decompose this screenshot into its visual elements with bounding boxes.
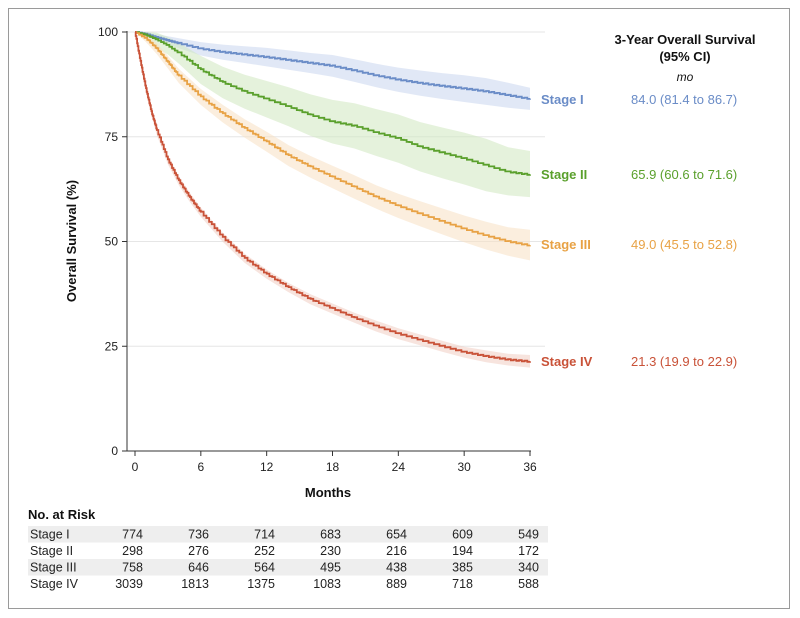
risk-value-stage-ii-24: 216 [386, 544, 407, 558]
risk-value-stage-iii-24: 438 [386, 561, 407, 575]
risk-row-label-stage-ii: Stage II [30, 544, 73, 558]
risk-row-label-stage-iii: Stage III [30, 561, 77, 575]
y-tick-label-0: 0 [111, 444, 118, 458]
survival-curves [134, 31, 531, 363]
risk-value-stage-iii-0: 758 [122, 561, 143, 575]
risk-value-stage-ii-30: 194 [452, 544, 473, 558]
risk-value-stage-ii-12: 252 [254, 544, 275, 558]
risk-value-stage-i-0: 774 [122, 528, 143, 542]
summary-stage-i: 84.0 (81.4 to 86.7) [631, 92, 737, 107]
risk-value-stage-i-24: 654 [386, 528, 407, 542]
summary-stage-ii: 65.9 (60.6 to 71.6) [631, 167, 737, 182]
x-tick-label-30: 30 [457, 460, 471, 474]
risk-value-stage-iii-30: 385 [452, 561, 473, 575]
label-stage-iii: Stage III [541, 237, 591, 252]
ci-band-stage-i [135, 32, 530, 110]
risk-value-stage-iv-6: 1813 [181, 577, 209, 591]
risk-row-label-stage-iv: Stage IV [30, 577, 79, 591]
curve-stage-iii [135, 31, 531, 247]
label-stage-ii: Stage II [541, 167, 587, 182]
label-stage-iv: Stage IV [541, 354, 593, 369]
risk-value-stage-ii-36: 172 [518, 544, 539, 558]
risk-row-label-stage-i: Stage I [30, 528, 70, 542]
risk-value-stage-iv-36: 588 [518, 577, 539, 591]
summary-stage-iv: 21.3 (19.9 to 22.9) [631, 354, 737, 369]
y-tick-label-75: 75 [105, 130, 119, 144]
x-tick-label-24: 24 [392, 460, 406, 474]
risk-value-stage-iii-12: 564 [254, 561, 275, 575]
series-labels: Stage I 84.0 (81.4 to 86.7) Stage II 65.9 (… [541, 92, 737, 369]
y-tick-label-25: 25 [105, 339, 119, 353]
x-tick-label-12: 12 [260, 460, 274, 474]
risk-value-stage-iii-18: 495 [320, 561, 341, 575]
y-tick-label-100: 100 [98, 25, 118, 39]
curve-stage-iv [134, 31, 531, 363]
risk-value-stage-iv-0: 3039 [115, 577, 143, 591]
risk-value-stage-iv-18: 1083 [313, 577, 341, 591]
risk-value-stage-iv-12: 1375 [247, 577, 275, 591]
risk-value-stage-iv-30: 718 [452, 577, 473, 591]
x-tick-label-18: 18 [326, 460, 340, 474]
risk-value-stage-i-6: 736 [188, 528, 209, 542]
risk-value-stage-ii-6: 276 [188, 544, 209, 558]
risk-value-stage-i-30: 609 [452, 528, 473, 542]
label-stage-i: Stage I [541, 92, 584, 107]
risk-value-stage-iv-24: 889 [386, 577, 407, 591]
summary-header: 3-Year Overall Survival (95% CI) mo [615, 32, 756, 84]
risk-value-stage-ii-0: 298 [122, 544, 143, 558]
y-axis-title: Overall Survival (%) [64, 180, 79, 302]
ci-band-stage-ii [135, 32, 530, 198]
risk-value-stage-i-18: 683 [320, 528, 341, 542]
y-tick-label-50: 50 [105, 235, 119, 249]
x-tick-label-36: 36 [523, 460, 537, 474]
x-tick-label-0: 0 [132, 460, 139, 474]
figure-frame [8, 8, 790, 609]
x-axis-title: Months [305, 485, 351, 500]
risk-value-stage-iii-36: 340 [518, 561, 539, 575]
risk-table: No. at Risk Stage I 774 736 714 683 654 609 549… [28, 507, 548, 591]
summary-title-line1: 3-Year Overall Survival [615, 32, 756, 47]
axis-ticks: 0 25 50 75 100 0 6 12 18 24 30 36 [98, 25, 537, 474]
risk-value-stage-ii-18: 230 [320, 544, 341, 558]
risk-value-stage-iii-6: 646 [188, 561, 209, 575]
x-tick-label-6: 6 [197, 460, 204, 474]
curve-stage-i [135, 31, 531, 100]
risk-row-bg [28, 526, 548, 543]
risk-value-stage-i-36: 549 [518, 528, 539, 542]
risk-table-title: No. at Risk [28, 507, 96, 522]
curve-stage-ii [135, 31, 531, 176]
risk-row-bg [28, 559, 548, 576]
summary-unit: mo [677, 70, 694, 84]
risk-value-stage-i-12: 714 [254, 528, 275, 542]
summary-title-line2: (95% CI) [659, 49, 710, 64]
summary-stage-iii: 49.0 (45.5 to 52.8) [631, 237, 737, 252]
